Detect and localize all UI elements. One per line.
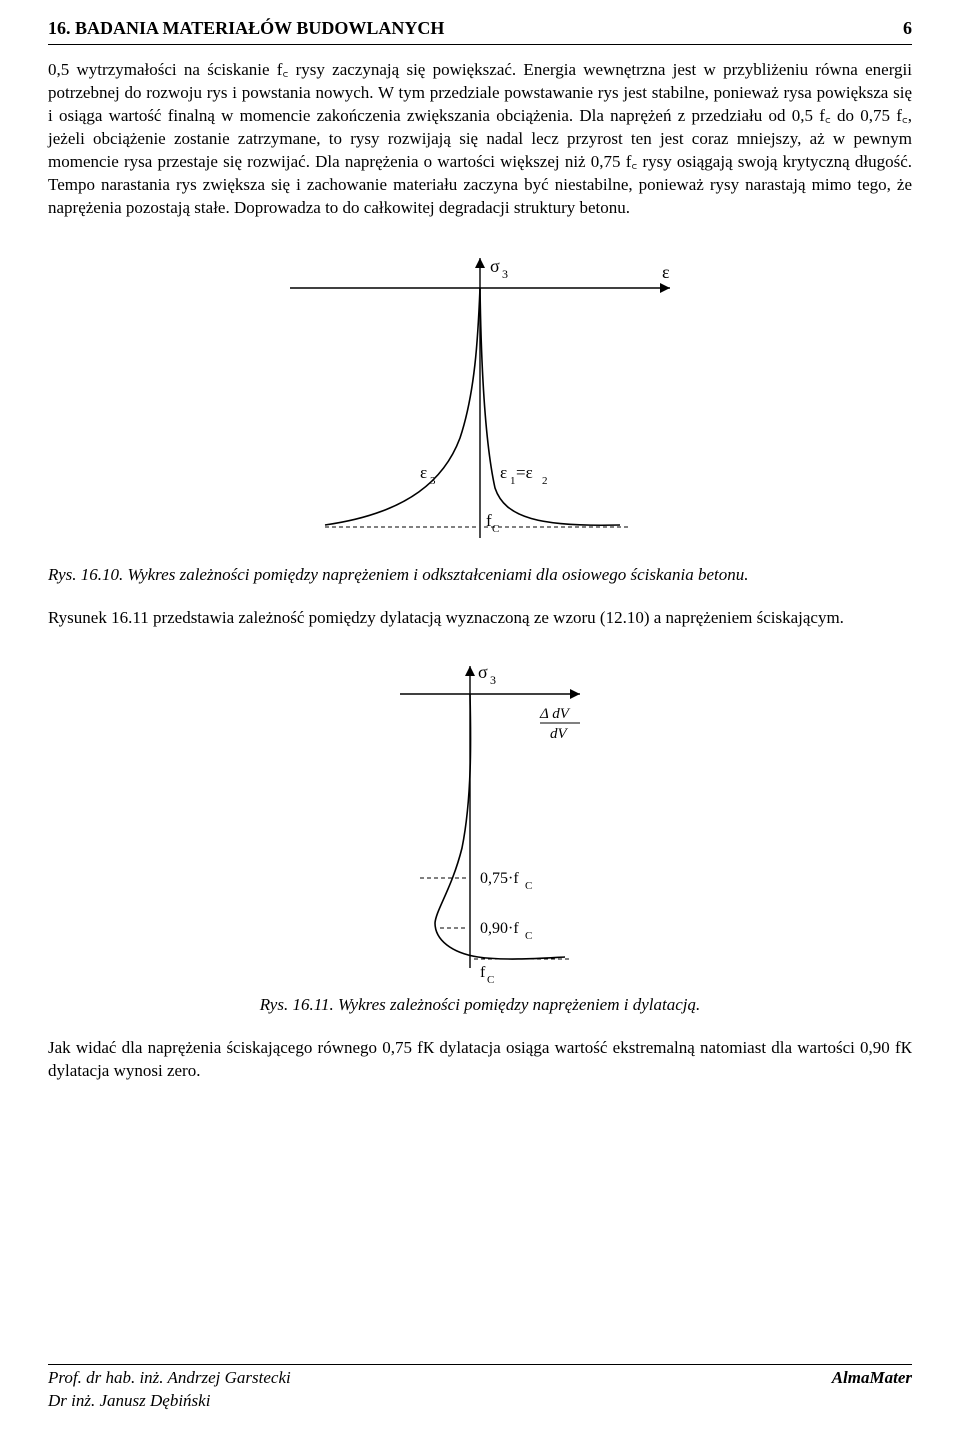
svg-text:3: 3 (502, 267, 508, 281)
header-rule (48, 44, 912, 45)
svg-text:f: f (480, 964, 486, 981)
figure-16-10: σ3εε3ε1=ε2fC (270, 238, 690, 558)
svg-text:Δ dV: Δ dV (539, 706, 571, 722)
svg-text:0,90·f: 0,90·f (480, 920, 519, 937)
footer-brand: AlmaMater (832, 1367, 912, 1390)
paragraph-2: Rysunek 16.11 przedstawia zależność pomi… (48, 607, 912, 630)
header-title: 16. BADANIA MATERIAŁÓW BUDOWLANYCH (48, 16, 444, 40)
svg-text:2: 2 (542, 475, 548, 487)
figure-16-11: σ3Δ dVdV0,75·fC0,90·fCfC (340, 648, 620, 988)
svg-text:C: C (487, 974, 494, 986)
running-header: 16. BADANIA MATERIAŁÓW BUDOWLANYCH 6 (48, 16, 912, 42)
footer-author-1: Prof. dr hab. inż. Andrzej Garstecki (48, 1367, 291, 1390)
svg-text:dV: dV (550, 726, 569, 742)
footer: Prof. dr hab. inż. Andrzej Garstecki Dr … (48, 1367, 912, 1413)
svg-text:3: 3 (430, 475, 436, 487)
paragraph-3: Jak widać dla naprężenia ściskającego ró… (48, 1037, 912, 1083)
svg-text:3: 3 (490, 673, 496, 687)
svg-text:ε: ε (420, 463, 427, 482)
footer-rule (48, 1364, 912, 1365)
svg-text:=ε: =ε (516, 463, 533, 482)
header-page-number: 6 (903, 16, 912, 40)
svg-text:1: 1 (510, 475, 516, 487)
figure-16-10-caption: Rys. 16.10. Wykres zależności pomiędzy n… (48, 564, 912, 587)
figure-16-11-caption: Rys. 16.11. Wykres zależności pomiędzy n… (48, 994, 912, 1017)
paragraph-1: 0,5 wytrzymałości na ściskanie f꜀ rysy z… (48, 59, 912, 220)
svg-text:ε: ε (500, 463, 507, 482)
svg-text:C: C (525, 880, 532, 892)
svg-text:ε: ε (662, 262, 670, 282)
footer-author-2: Dr inż. Janusz Dębiński (48, 1390, 291, 1413)
svg-text:σ: σ (490, 256, 500, 276)
svg-text:C: C (525, 930, 532, 942)
svg-text:C: C (492, 523, 499, 535)
svg-text:σ: σ (478, 662, 488, 682)
svg-text:0,75·f: 0,75·f (480, 870, 519, 887)
